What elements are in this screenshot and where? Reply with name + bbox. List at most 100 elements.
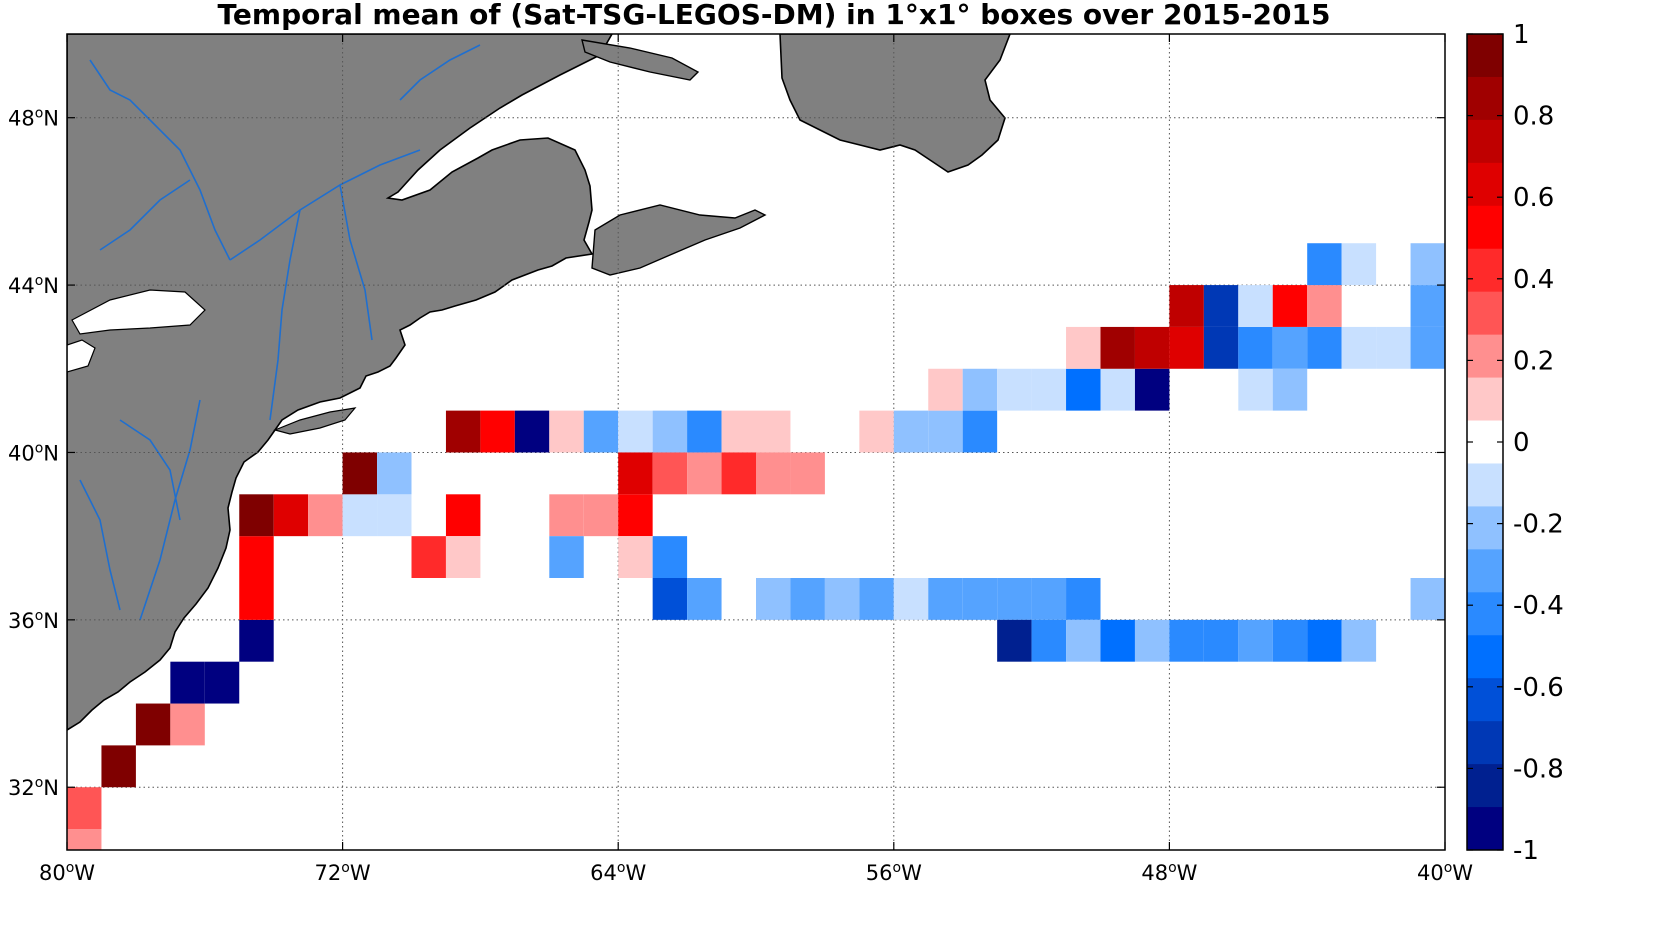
y-tick-label: 40oN [8, 440, 59, 465]
data-cell [101, 745, 136, 788]
data-cell [1066, 619, 1101, 662]
data-cell [1272, 326, 1308, 369]
data-cell [342, 452, 378, 495]
data-cell [1238, 326, 1273, 369]
data-cell [135, 703, 171, 746]
data-cell [480, 410, 515, 453]
lake-ontario [71, 289, 206, 335]
colorbar-segment [1467, 678, 1503, 722]
data-cell [687, 410, 722, 453]
land-cape-breton [591, 204, 767, 276]
x-tick-label: 48oW [1141, 860, 1197, 885]
data-cell [1238, 368, 1273, 411]
data-cell [652, 578, 688, 620]
data-cell [1307, 326, 1342, 369]
data-cell [1307, 243, 1342, 286]
lake-erie [67, 339, 96, 373]
data-cells [67, 243, 1445, 850]
data-cell [549, 494, 584, 537]
data-cell [1410, 243, 1445, 286]
data-cell [239, 494, 274, 537]
colorbar-tick-label: -0.4 [1513, 591, 1564, 621]
data-cell [652, 452, 688, 495]
data-cell [1341, 243, 1377, 286]
data-cell [1203, 285, 1239, 327]
data-cell [1066, 578, 1101, 620]
data-cell [721, 410, 756, 453]
data-cell [1307, 619, 1342, 662]
colorbar-segment [1467, 549, 1503, 593]
data-cell [239, 619, 274, 662]
data-cell [1410, 285, 1445, 327]
colorbar-tick-label: -0.6 [1513, 673, 1564, 703]
colorbar-segment [1467, 162, 1503, 207]
data-cell [618, 452, 653, 495]
data-cell [859, 410, 894, 453]
data-cell [1169, 326, 1204, 369]
data-cell [1134, 326, 1170, 369]
data-cell [824, 578, 860, 620]
data-cell [308, 494, 343, 537]
data-cell [445, 536, 481, 578]
data-cell [893, 410, 929, 453]
data-cell [652, 410, 688, 453]
data-cell [790, 452, 825, 495]
data-cell [377, 494, 412, 537]
data-cell [1238, 285, 1273, 327]
land-anticosti [581, 39, 700, 81]
data-cell [997, 368, 1032, 411]
data-cell [928, 410, 963, 453]
land-north-america [67, 34, 613, 731]
data-cell [1031, 368, 1067, 411]
data-cell [411, 536, 446, 578]
data-cell [1203, 326, 1239, 369]
x-tick-label: 80oW [39, 860, 95, 885]
axis-ticks: 80oW 72oW 64oW 56oW 48oW 40oW 32oN 36oN 40oN 44oN… [8, 34, 1473, 885]
colorbar-tick-label: 0 [1513, 428, 1530, 458]
colorbar-segment [1467, 764, 1503, 808]
data-cell [859, 578, 894, 620]
colorbar-segment [1467, 377, 1503, 422]
data-cell [549, 410, 584, 453]
data-cell [1031, 619, 1067, 662]
colorbar-tick-label: -0.2 [1513, 510, 1564, 540]
data-cell [583, 410, 619, 453]
x-tick-label: 40oW [1417, 860, 1473, 885]
data-cell [756, 578, 791, 620]
data-cell [721, 452, 756, 495]
rivers [79, 44, 481, 621]
data-cell [1272, 285, 1308, 327]
colorbar-tick-label: 0.6 [1513, 183, 1554, 213]
data-cell [962, 578, 998, 620]
data-cell [1238, 619, 1273, 662]
map-title: Temporal mean of (Sat-TSG-LEGOS-DM) in 1… [217, 0, 1331, 31]
data-cell [962, 368, 998, 411]
colorbar: 1 0.8 0.6 0.4 0.2 0 -0.2 -0.4 -0.6 -0.8 -1 [1466, 20, 1564, 866]
data-cell [170, 661, 205, 704]
data-cell [1100, 326, 1135, 369]
x-tick-label: 64oW [590, 860, 646, 885]
colorbar-segment [1467, 721, 1503, 765]
data-cell [756, 452, 791, 495]
colorbar-segment [1467, 592, 1503, 636]
colorbar-segment [1467, 34, 1503, 78]
data-cell [549, 536, 584, 578]
data-cell [1341, 619, 1377, 662]
colorbar-segment [1467, 291, 1503, 336]
colorbar-tick-label: 0.2 [1513, 346, 1554, 376]
data-cell [928, 368, 963, 411]
data-cell [204, 661, 240, 704]
data-cell [687, 452, 722, 495]
data-cell [928, 578, 963, 620]
y-tick-label: 44oN [8, 273, 59, 298]
data-cell [652, 536, 688, 578]
data-cell [377, 452, 412, 495]
data-cell [1272, 368, 1308, 411]
colorbar-tick-label: 0.8 [1513, 102, 1554, 132]
data-cell [67, 829, 102, 850]
data-cell [1272, 619, 1308, 662]
data-cell [170, 703, 205, 746]
x-tick-label: 72oW [315, 860, 371, 885]
data-cell [618, 536, 653, 578]
data-cell [1169, 285, 1204, 327]
